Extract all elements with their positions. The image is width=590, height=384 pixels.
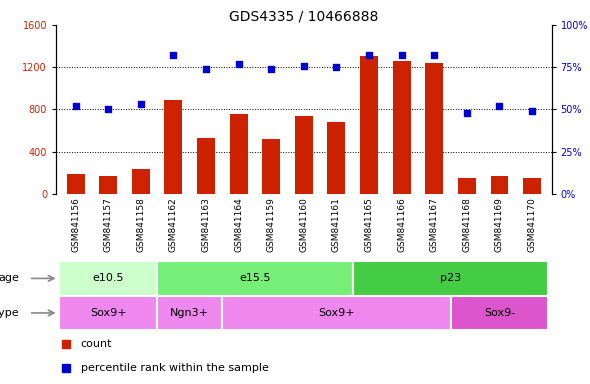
Title: GDS4335 / 10466888: GDS4335 / 10466888 [229, 10, 379, 24]
Bar [99, 177, 117, 194]
Point [267, 66, 276, 72]
Text: GSM841157: GSM841157 [104, 197, 113, 252]
Bar [197, 138, 215, 194]
Text: GSM841169: GSM841169 [495, 197, 504, 252]
Bar [157, 261, 353, 296]
Bar [360, 56, 378, 194]
Text: GSM841162: GSM841162 [169, 197, 178, 252]
Point [495, 103, 504, 109]
Text: count: count [81, 339, 112, 349]
Text: percentile rank within the sample: percentile rank within the sample [81, 362, 268, 373]
Bar [353, 261, 548, 296]
Bar [490, 176, 509, 194]
Bar [295, 116, 313, 194]
Text: e10.5: e10.5 [93, 273, 124, 283]
Text: GSM841163: GSM841163 [202, 197, 211, 252]
Bar [425, 63, 443, 194]
Bar [451, 296, 548, 330]
Point [103, 106, 113, 113]
Text: GSM841156: GSM841156 [71, 197, 80, 252]
Text: cell type: cell type [0, 308, 19, 318]
Point [527, 108, 537, 114]
Text: GSM841160: GSM841160 [299, 197, 309, 252]
Point [430, 52, 439, 58]
Bar [393, 61, 411, 194]
Text: GSM841158: GSM841158 [136, 197, 145, 252]
Text: age: age [0, 273, 19, 283]
Point [201, 66, 211, 72]
Bar [67, 174, 84, 194]
Point [365, 52, 374, 58]
Bar [327, 122, 345, 194]
Point [332, 64, 341, 70]
Point [234, 61, 243, 67]
Text: GSM841167: GSM841167 [430, 197, 439, 252]
Point [462, 110, 471, 116]
Bar [132, 169, 150, 194]
Bar [458, 178, 476, 194]
Bar [230, 114, 248, 194]
Bar [60, 296, 157, 330]
Point [71, 103, 80, 109]
Bar [165, 100, 182, 194]
Text: e15.5: e15.5 [239, 273, 271, 283]
Point [136, 101, 146, 108]
Text: GSM841159: GSM841159 [267, 197, 276, 252]
Bar [222, 296, 451, 330]
Text: GSM841165: GSM841165 [365, 197, 373, 252]
Point [169, 52, 178, 58]
Bar [523, 177, 541, 194]
Text: GSM841164: GSM841164 [234, 197, 243, 252]
Text: GSM841168: GSM841168 [463, 197, 471, 252]
Point [397, 52, 407, 58]
Text: GSM841161: GSM841161 [332, 197, 341, 252]
Text: Sox9-: Sox9- [484, 308, 515, 318]
Bar [60, 261, 157, 296]
Point [299, 63, 309, 69]
Text: Sox9+: Sox9+ [90, 308, 126, 318]
Text: Sox9+: Sox9+ [318, 308, 355, 318]
Bar [263, 139, 280, 194]
Text: GSM841166: GSM841166 [397, 197, 406, 252]
Bar [157, 296, 222, 330]
Text: Ngn3+: Ngn3+ [171, 308, 209, 318]
Text: GSM841170: GSM841170 [527, 197, 536, 252]
Text: p23: p23 [440, 273, 461, 283]
